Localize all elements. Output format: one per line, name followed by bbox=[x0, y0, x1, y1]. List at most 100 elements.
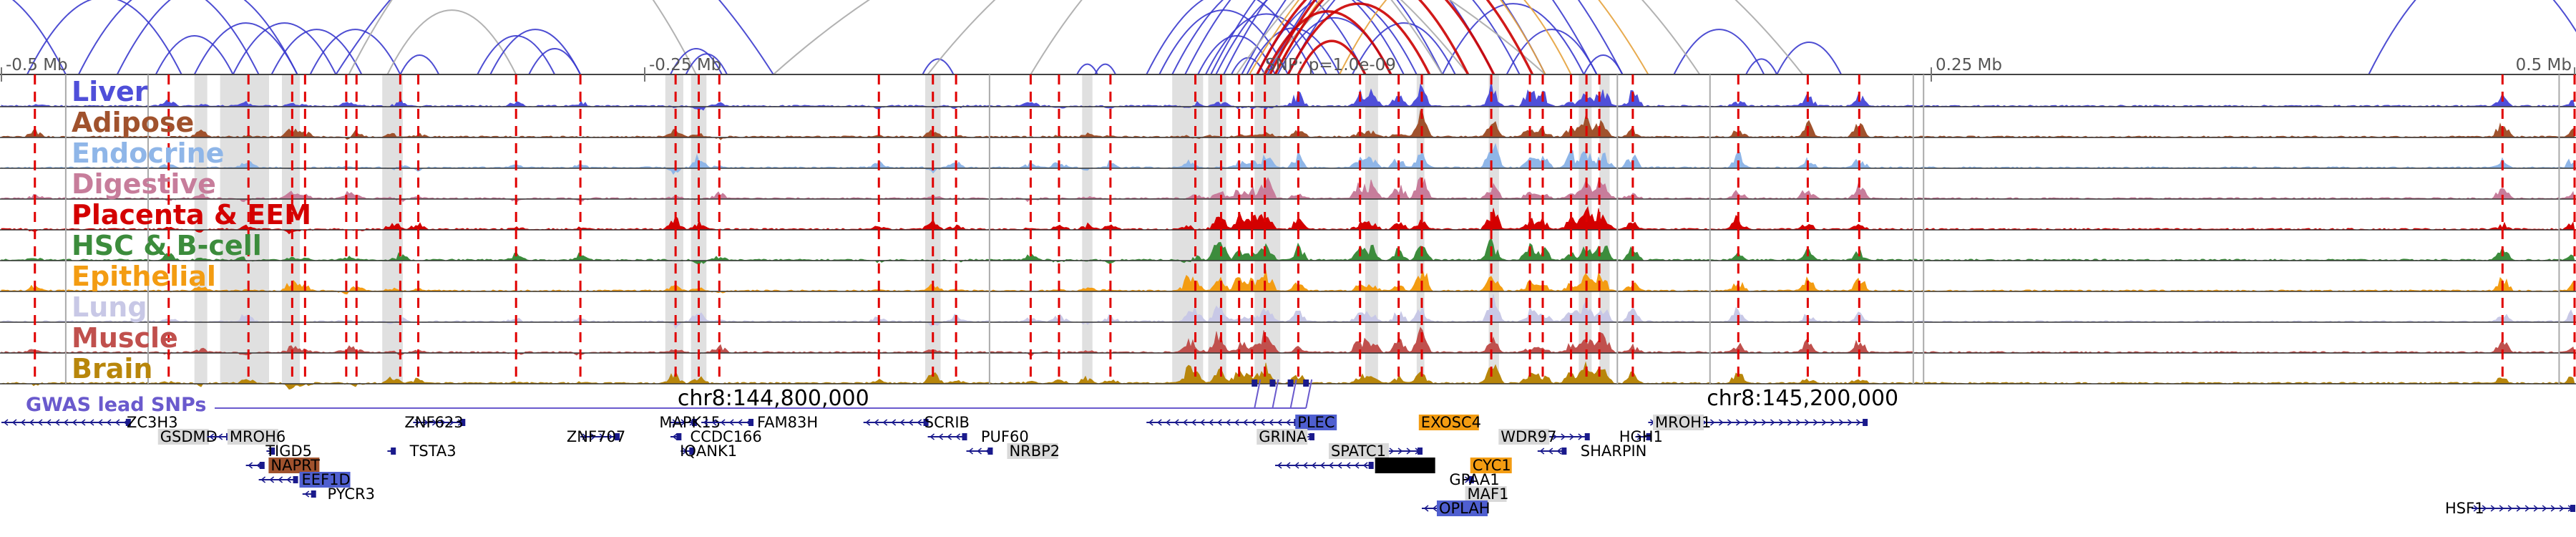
interaction-arc bbox=[670, 48, 723, 75]
strand-arrow bbox=[2550, 505, 2556, 512]
strand-arrow bbox=[1578, 433, 1584, 440]
strand-arrow bbox=[1735, 419, 1741, 426]
strand-arrow bbox=[63, 419, 69, 426]
strand-arrow bbox=[20, 419, 26, 426]
gene-label: PLEC bbox=[1297, 414, 1335, 431]
track-label: Adipose bbox=[72, 107, 194, 138]
strand-arrow bbox=[1277, 419, 1282, 426]
gene-label-box bbox=[1375, 458, 1435, 473]
strand-arrow bbox=[608, 433, 613, 440]
strand-arrow bbox=[1709, 419, 1715, 426]
strand-arrow bbox=[1539, 448, 1545, 455]
strand-arrow bbox=[2542, 505, 2547, 512]
strand-arrow bbox=[1830, 419, 1835, 426]
gene-exon bbox=[962, 433, 967, 440]
strand-arrow bbox=[260, 476, 266, 483]
gene-label: CCDC166 bbox=[691, 428, 762, 445]
strand-arrow bbox=[440, 419, 446, 426]
interaction-arc bbox=[1264, 10, 1392, 75]
gwas-snp-marker bbox=[1269, 379, 1276, 387]
strand-arrow bbox=[1561, 433, 1566, 440]
interaction-arc bbox=[2368, 0, 2576, 75]
strand-arrow bbox=[672, 433, 678, 440]
interaction-arc bbox=[399, 54, 440, 75]
interaction-arc bbox=[1256, 0, 1470, 75]
strand-arrow bbox=[1269, 419, 1274, 426]
interaction-arc bbox=[1094, 63, 1116, 75]
strand-arrow bbox=[1328, 462, 1334, 469]
strand-arrow bbox=[423, 419, 429, 426]
strand-arrow bbox=[599, 433, 605, 440]
interaction-arc bbox=[1441, 3, 1585, 75]
strand-arrow bbox=[682, 448, 688, 455]
highlight-band bbox=[281, 74, 301, 384]
strand-arrow bbox=[737, 419, 743, 426]
gene-exon bbox=[748, 419, 754, 426]
interaction-arc bbox=[1197, 35, 1276, 75]
signal-track bbox=[1, 326, 2575, 357]
signal-tracks bbox=[0, 81, 2576, 390]
interaction-arc bbox=[1269, 0, 1534, 75]
strand-arrow bbox=[29, 419, 34, 426]
strand-arrow bbox=[2473, 505, 2479, 512]
strand-arrow bbox=[882, 419, 888, 426]
strand-arrow bbox=[672, 419, 678, 426]
gwas-snp-stem bbox=[1272, 379, 1279, 409]
gene-label: PYCR3 bbox=[328, 485, 376, 503]
gene-label: OPLAH bbox=[1439, 500, 1491, 517]
axis-tick-label: 0.25 Mb bbox=[1936, 56, 2002, 74]
gene-exon bbox=[676, 433, 682, 440]
gene-label: TSTA3 bbox=[409, 442, 457, 460]
gene-label-box bbox=[268, 458, 320, 473]
gene-label: CYC1 bbox=[1473, 457, 1511, 474]
strand-arrow bbox=[1345, 462, 1351, 469]
gene-label: SCRIB bbox=[924, 414, 970, 431]
track-label: Epithelial bbox=[72, 261, 216, 292]
gene-exon bbox=[1584, 433, 1590, 440]
interaction-arc bbox=[309, 29, 401, 75]
strand-arrow bbox=[2524, 505, 2530, 512]
strand-arrow bbox=[1804, 419, 1810, 426]
track-label: Muscle bbox=[72, 322, 178, 354]
gene-label: ZNF623 bbox=[404, 414, 463, 431]
strand-arrow bbox=[1552, 433, 1558, 440]
strand-arrow bbox=[1787, 419, 1792, 426]
gene-label: PARP10 bbox=[1377, 457, 1435, 474]
strand-arrow bbox=[1294, 462, 1299, 469]
strand-arrow bbox=[1397, 448, 1403, 455]
strand-arrow bbox=[1389, 448, 1395, 455]
strand-arrow bbox=[2516, 505, 2522, 512]
strand-arrow bbox=[865, 419, 871, 426]
interaction-arc bbox=[1297, 39, 1367, 75]
strand-arrow bbox=[1252, 419, 1257, 426]
gene-label: MROH6 bbox=[230, 428, 286, 445]
strand-arrow bbox=[1277, 462, 1282, 469]
interaction-arc bbox=[11, 0, 67, 75]
strand-arrow bbox=[1813, 419, 1818, 426]
gene-label-box bbox=[1498, 429, 1550, 445]
strand-arrow bbox=[977, 448, 982, 455]
strand-arrow bbox=[728, 419, 734, 426]
gene-exon bbox=[259, 462, 265, 469]
interaction-arc bbox=[1184, 0, 1443, 75]
gene-label: EXOSC4 bbox=[1421, 414, 1481, 431]
interaction-arc bbox=[1274, 0, 1496, 75]
gene-label: GPAA1 bbox=[1449, 471, 1499, 488]
gene-label: HSF1 bbox=[2445, 500, 2484, 517]
strand-arrow bbox=[1718, 419, 1724, 426]
axis-tick-label: 0.5 Mb bbox=[2516, 56, 2572, 74]
track-label: Lung bbox=[72, 291, 147, 323]
strand-arrow bbox=[1795, 419, 1801, 426]
strand-arrow bbox=[114, 419, 120, 426]
strand-arrow bbox=[1636, 433, 1642, 440]
strand-arrow bbox=[1148, 419, 1153, 426]
gene-label: ZC3H3 bbox=[127, 414, 178, 431]
gwas-snp-marker bbox=[1287, 379, 1294, 387]
gene-label: WDR97 bbox=[1501, 428, 1556, 445]
strand-arrow bbox=[37, 419, 43, 426]
strand-arrow bbox=[1200, 419, 1205, 426]
strand-arrow bbox=[248, 462, 253, 469]
gene-label-box bbox=[1653, 415, 1704, 430]
strand-arrow bbox=[1209, 419, 1214, 426]
